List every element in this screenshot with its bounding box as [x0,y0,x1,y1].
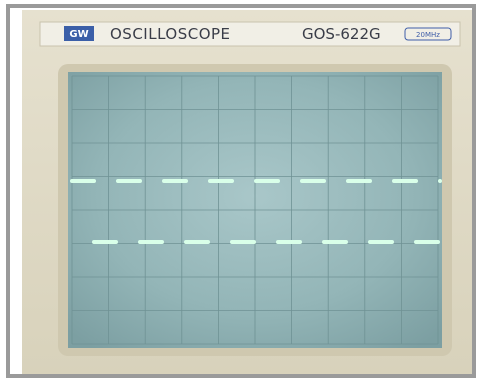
oscilloscope-photo: GW OSCILLOSCOPE GOS-622G 20MHz [0,0,482,382]
product-name: OSCILLOSCOPE [110,25,231,43]
brand: GW [69,29,88,40]
bandwidth: 20MHz [416,31,440,39]
label-strip [40,22,460,46]
model-name: GOS-622G [302,25,381,43]
